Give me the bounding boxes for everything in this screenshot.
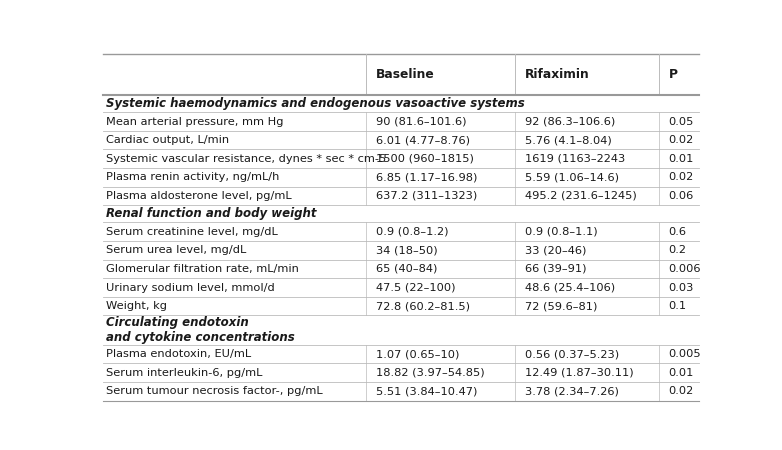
Text: 33 (20–46): 33 (20–46) <box>525 245 586 255</box>
Text: 0.05: 0.05 <box>669 117 694 126</box>
Text: 1619 (1163–2243: 1619 (1163–2243 <box>525 154 626 164</box>
Text: Circulating endotoxin
and cytokine concentrations: Circulating endotoxin and cytokine conce… <box>106 316 294 344</box>
Text: Systemic vascular resistance, dynes * sec * cm-5: Systemic vascular resistance, dynes * se… <box>106 154 386 164</box>
Text: Glomerular filtration rate, mL/min: Glomerular filtration rate, mL/min <box>106 264 299 274</box>
Text: 0.02: 0.02 <box>669 386 694 396</box>
Text: 72 (59.6–81): 72 (59.6–81) <box>525 301 597 311</box>
Text: 0.9 (0.8–1.2): 0.9 (0.8–1.2) <box>376 227 448 237</box>
Text: 1.07 (0.65–10): 1.07 (0.65–10) <box>376 349 459 359</box>
Text: Plasma endotoxin, EU/mL: Plasma endotoxin, EU/mL <box>106 349 251 359</box>
Text: 48.6 (25.4–106): 48.6 (25.4–106) <box>525 283 615 293</box>
Text: Plasma aldosterone level, pg/mL: Plasma aldosterone level, pg/mL <box>106 191 291 201</box>
Text: 66 (39–91): 66 (39–91) <box>525 264 586 274</box>
Text: 6.85 (1.17–16.98): 6.85 (1.17–16.98) <box>376 172 477 182</box>
Text: 47.5 (22–100): 47.5 (22–100) <box>376 283 455 293</box>
Text: Cardiac output, L/min: Cardiac output, L/min <box>106 135 229 145</box>
Text: 1500 (960–1815): 1500 (960–1815) <box>376 154 474 164</box>
Text: 5.76 (4.1–8.04): 5.76 (4.1–8.04) <box>525 135 612 145</box>
Text: 65 (40–84): 65 (40–84) <box>376 264 437 274</box>
Text: 0.005: 0.005 <box>669 349 701 359</box>
Text: 0.56 (0.37–5.23): 0.56 (0.37–5.23) <box>525 349 619 359</box>
Text: 495.2 (231.6–1245): 495.2 (231.6–1245) <box>525 191 637 201</box>
Text: 0.9 (0.8–1.1): 0.9 (0.8–1.1) <box>525 227 597 237</box>
Text: 18.82 (3.97–54.85): 18.82 (3.97–54.85) <box>376 368 485 378</box>
Text: 0.01: 0.01 <box>669 368 694 378</box>
Text: 34 (18–50): 34 (18–50) <box>376 245 438 255</box>
Text: 0.6: 0.6 <box>669 227 687 237</box>
Text: Baseline: Baseline <box>376 68 435 81</box>
Text: 3.78 (2.34–7.26): 3.78 (2.34–7.26) <box>525 386 619 396</box>
Text: Serum urea level, mg/dL: Serum urea level, mg/dL <box>106 245 246 255</box>
Text: 5.51 (3.84–10.47): 5.51 (3.84–10.47) <box>376 386 477 396</box>
Text: 0.02: 0.02 <box>669 135 694 145</box>
Text: Systemic haemodynamics and endogenous vasoactive systems: Systemic haemodynamics and endogenous va… <box>106 97 525 110</box>
Text: 0.02: 0.02 <box>669 172 694 182</box>
Text: 72.8 (60.2–81.5): 72.8 (60.2–81.5) <box>376 301 470 311</box>
Text: 0.1: 0.1 <box>669 301 687 311</box>
Text: Renal function and body weight: Renal function and body weight <box>106 207 316 220</box>
Text: 0.2: 0.2 <box>669 245 687 255</box>
Text: Weight, kg: Weight, kg <box>106 301 167 311</box>
Text: Serum creatinine level, mg/dL: Serum creatinine level, mg/dL <box>106 227 278 237</box>
Text: Plasma renin activity, ng/mL/h: Plasma renin activity, ng/mL/h <box>106 172 279 182</box>
Text: Rifaximin: Rifaximin <box>525 68 590 81</box>
Text: 12.49 (1.87–30.11): 12.49 (1.87–30.11) <box>525 368 633 378</box>
Text: 0.06: 0.06 <box>669 191 694 201</box>
Text: Mean arterial pressure, mm Hg: Mean arterial pressure, mm Hg <box>106 117 283 126</box>
Text: P: P <box>669 68 678 81</box>
Text: 0.006: 0.006 <box>669 264 701 274</box>
Text: 637.2 (311–1323): 637.2 (311–1323) <box>376 191 477 201</box>
Text: Urinary sodium level, mmol/d: Urinary sodium level, mmol/d <box>106 283 274 293</box>
Text: Serum tumour necrosis factor-, pg/mL: Serum tumour necrosis factor-, pg/mL <box>106 386 322 396</box>
Text: 90 (81.6–101.6): 90 (81.6–101.6) <box>376 117 466 126</box>
Text: 5.59 (1.06–14.6): 5.59 (1.06–14.6) <box>525 172 619 182</box>
Text: 92 (86.3–106.6): 92 (86.3–106.6) <box>525 117 615 126</box>
Text: Serum interleukin-6, pg/mL: Serum interleukin-6, pg/mL <box>106 368 262 378</box>
Text: 6.01 (4.77–8.76): 6.01 (4.77–8.76) <box>376 135 470 145</box>
Text: 0.01: 0.01 <box>669 154 694 164</box>
Text: 0.03: 0.03 <box>669 283 694 293</box>
